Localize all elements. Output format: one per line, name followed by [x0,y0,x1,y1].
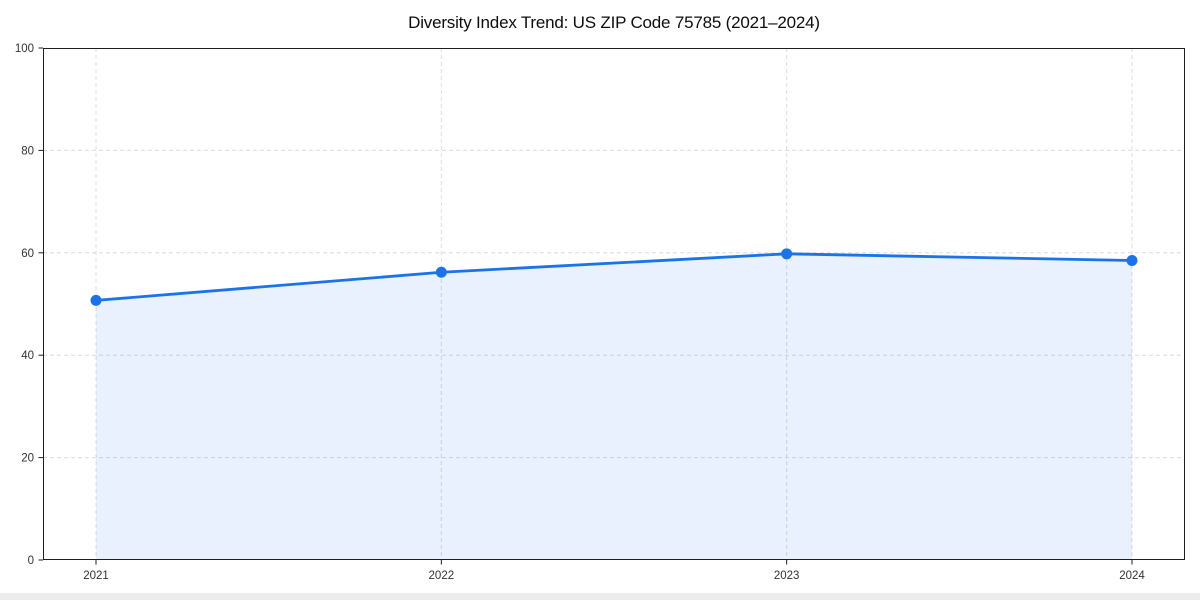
data-point-marker [1126,254,1138,266]
x-axis-tick-label: 2022 [429,570,455,582]
x-axis-tick-label: 2021 [83,570,109,582]
y-axis-tick-label: 80 [21,145,34,157]
y-axis-tick-label: 40 [21,350,34,362]
y-axis-tick-label: 100 [15,43,34,55]
data-point-marker [90,294,102,306]
y-axis-tick-label: 20 [21,453,34,465]
area-fill [96,253,1132,560]
chart-title: Diversity Index Trend: US ZIP Code 75785… [408,13,820,32]
plot-frame [43,48,1185,560]
y-axis-tick-label: 60 [21,248,34,260]
data-point-marker [781,248,793,260]
x-axis-tick-label: 2024 [1119,570,1145,582]
data-point-marker [435,266,447,278]
window-edge-strip [0,593,1200,600]
y-axis-tick-label: 0 [28,555,34,567]
trend-line [94,252,1134,302]
x-axis-tick-label: 2023 [774,570,800,582]
